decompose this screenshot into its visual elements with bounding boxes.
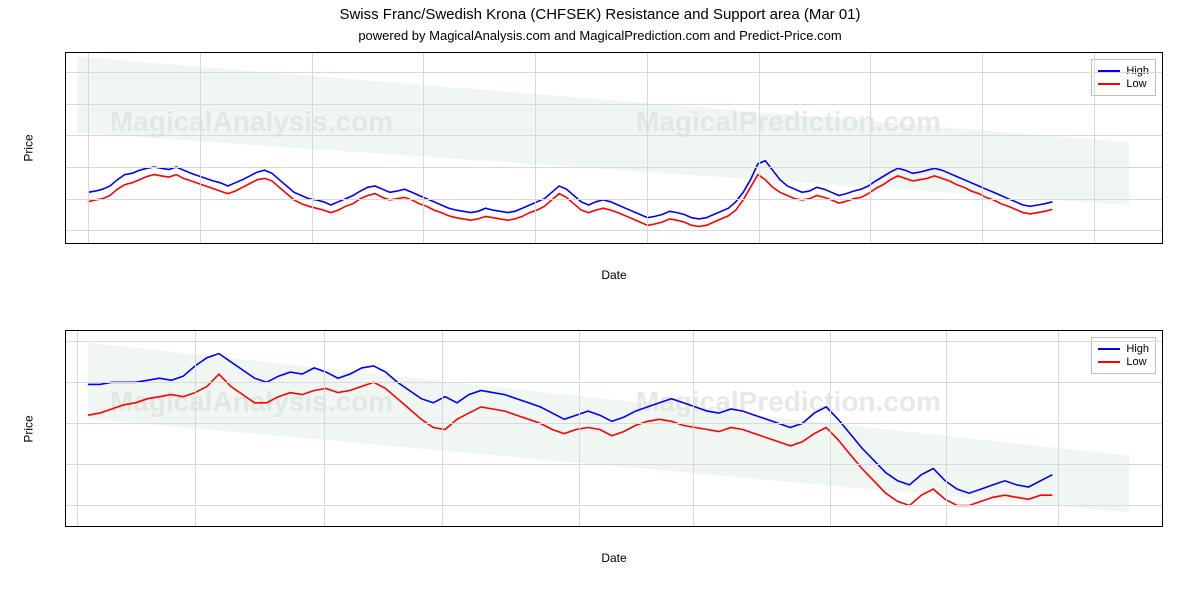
gridline-h	[66, 230, 1162, 231]
gridline-h	[66, 167, 1162, 168]
gridline-v	[1094, 53, 1095, 243]
y-tick-label: 13.0	[65, 129, 66, 141]
gridline-v	[324, 331, 325, 526]
gridline-v	[759, 53, 760, 243]
legend-label-high: High	[1126, 65, 1149, 77]
x-tick-label: 2023-11	[292, 243, 332, 244]
x-tick-label: 2025-01-01	[551, 526, 607, 527]
gridline-v	[579, 331, 580, 526]
bottom-chart: MagicalAnalysis.com MagicalPrediction.co…	[65, 330, 1163, 527]
legend: High Low	[1091, 337, 1156, 374]
x-tick-label: 2023-07	[68, 243, 108, 244]
legend-swatch-low	[1098, 83, 1120, 85]
gridline-v	[647, 53, 648, 243]
x-tick-label: 2024-11-01	[65, 526, 105, 527]
x-tick-label: 2024-07	[738, 243, 778, 244]
gridline-h	[66, 382, 1162, 383]
gridline-v	[88, 53, 89, 243]
x-tick-label: 2024-11	[962, 243, 1002, 244]
page-subtitle: powered by MagicalAnalysis.com and Magic…	[0, 28, 1200, 43]
x-tick-label: 2024-12-01	[295, 526, 351, 527]
x-tick-label: 2025-03-01	[1030, 526, 1086, 527]
gridline-h	[66, 464, 1162, 465]
y-tick-label: 11.5	[65, 224, 66, 236]
gridline-v	[535, 53, 536, 243]
legend: High Low	[1091, 59, 1156, 96]
legend-row-low: Low	[1098, 356, 1149, 368]
y-axis-title: Price	[22, 415, 36, 442]
gridline-v	[870, 53, 871, 243]
y-axis-title: Price	[22, 134, 36, 161]
gridline-v	[312, 53, 313, 243]
legend-row-high: High	[1098, 343, 1149, 355]
gridline-v	[982, 53, 983, 243]
gridline-v	[830, 331, 831, 526]
y-tick-label: 13.5	[65, 98, 66, 110]
support-resistance-shade	[88, 343, 1129, 513]
legend-label-high: High	[1126, 343, 1149, 355]
x-tick-label: 2025-02-01	[802, 526, 858, 527]
x-axis-title: Date	[601, 551, 626, 565]
y-tick-label: 12.0	[65, 458, 66, 470]
gridline-v	[693, 331, 694, 526]
x-tick-label: 2025-01-15	[665, 526, 721, 527]
x-tick-label: 2024-09	[850, 243, 890, 244]
top-chart: MagicalAnalysis.com MagicalPrediction.co…	[65, 52, 1163, 244]
legend-swatch-high	[1098, 348, 1120, 350]
x-tick-label: 2025-01	[1074, 243, 1114, 244]
y-tick-label: 12.4	[65, 376, 66, 388]
gridline-v	[77, 331, 78, 526]
gridline-h	[66, 423, 1162, 424]
y-tick-label: 12.6	[65, 335, 66, 347]
bottom-chart-svg	[66, 331, 1162, 526]
y-tick-label: 11.8	[65, 499, 66, 511]
gridline-h	[66, 505, 1162, 506]
legend-label-low: Low	[1126, 356, 1146, 368]
gridline-v	[195, 331, 196, 526]
gridline-h	[66, 104, 1162, 105]
legend-row-high: High	[1098, 65, 1149, 77]
gridline-h	[66, 135, 1162, 136]
gridline-v	[200, 53, 201, 243]
bottom-chart-plot: MagicalAnalysis.com MagicalPrediction.co…	[65, 330, 1163, 527]
page-title: Swiss Franc/Swedish Krona (CHFSEK) Resis…	[0, 6, 1200, 23]
gridline-h	[66, 72, 1162, 73]
x-tick-label: 2023-09	[180, 243, 220, 244]
x-tick-label: 2024-11-15	[168, 526, 223, 527]
x-tick-label: 2024-05	[627, 243, 667, 244]
top-chart-svg	[66, 53, 1162, 243]
gridline-v	[423, 53, 424, 243]
legend-row-low: Low	[1098, 78, 1149, 90]
y-tick-label: 14.0	[65, 66, 66, 78]
x-tick-label: 2025-03-15	[1145, 526, 1163, 527]
gridline-h	[66, 341, 1162, 342]
x-tick-label: 2024-03	[515, 243, 555, 244]
x-tick-label: 2025-02-15	[918, 526, 974, 527]
y-tick-label: 12.2	[65, 417, 66, 429]
top-chart-plot: MagicalAnalysis.com MagicalPrediction.co…	[65, 52, 1163, 244]
legend-swatch-low	[1098, 361, 1120, 363]
gridline-h	[66, 199, 1162, 200]
gridline-v	[946, 331, 947, 526]
y-tick-label: 12.0	[65, 193, 66, 205]
y-tick-label: 12.5	[65, 161, 66, 173]
x-tick-label: 2024-12-15	[414, 526, 470, 527]
x-tick-label: 2024-01	[403, 243, 443, 244]
x-axis-title: Date	[601, 268, 626, 282]
legend-label-low: Low	[1126, 78, 1146, 90]
gridline-v	[442, 331, 443, 526]
gridline-v	[1058, 331, 1059, 526]
